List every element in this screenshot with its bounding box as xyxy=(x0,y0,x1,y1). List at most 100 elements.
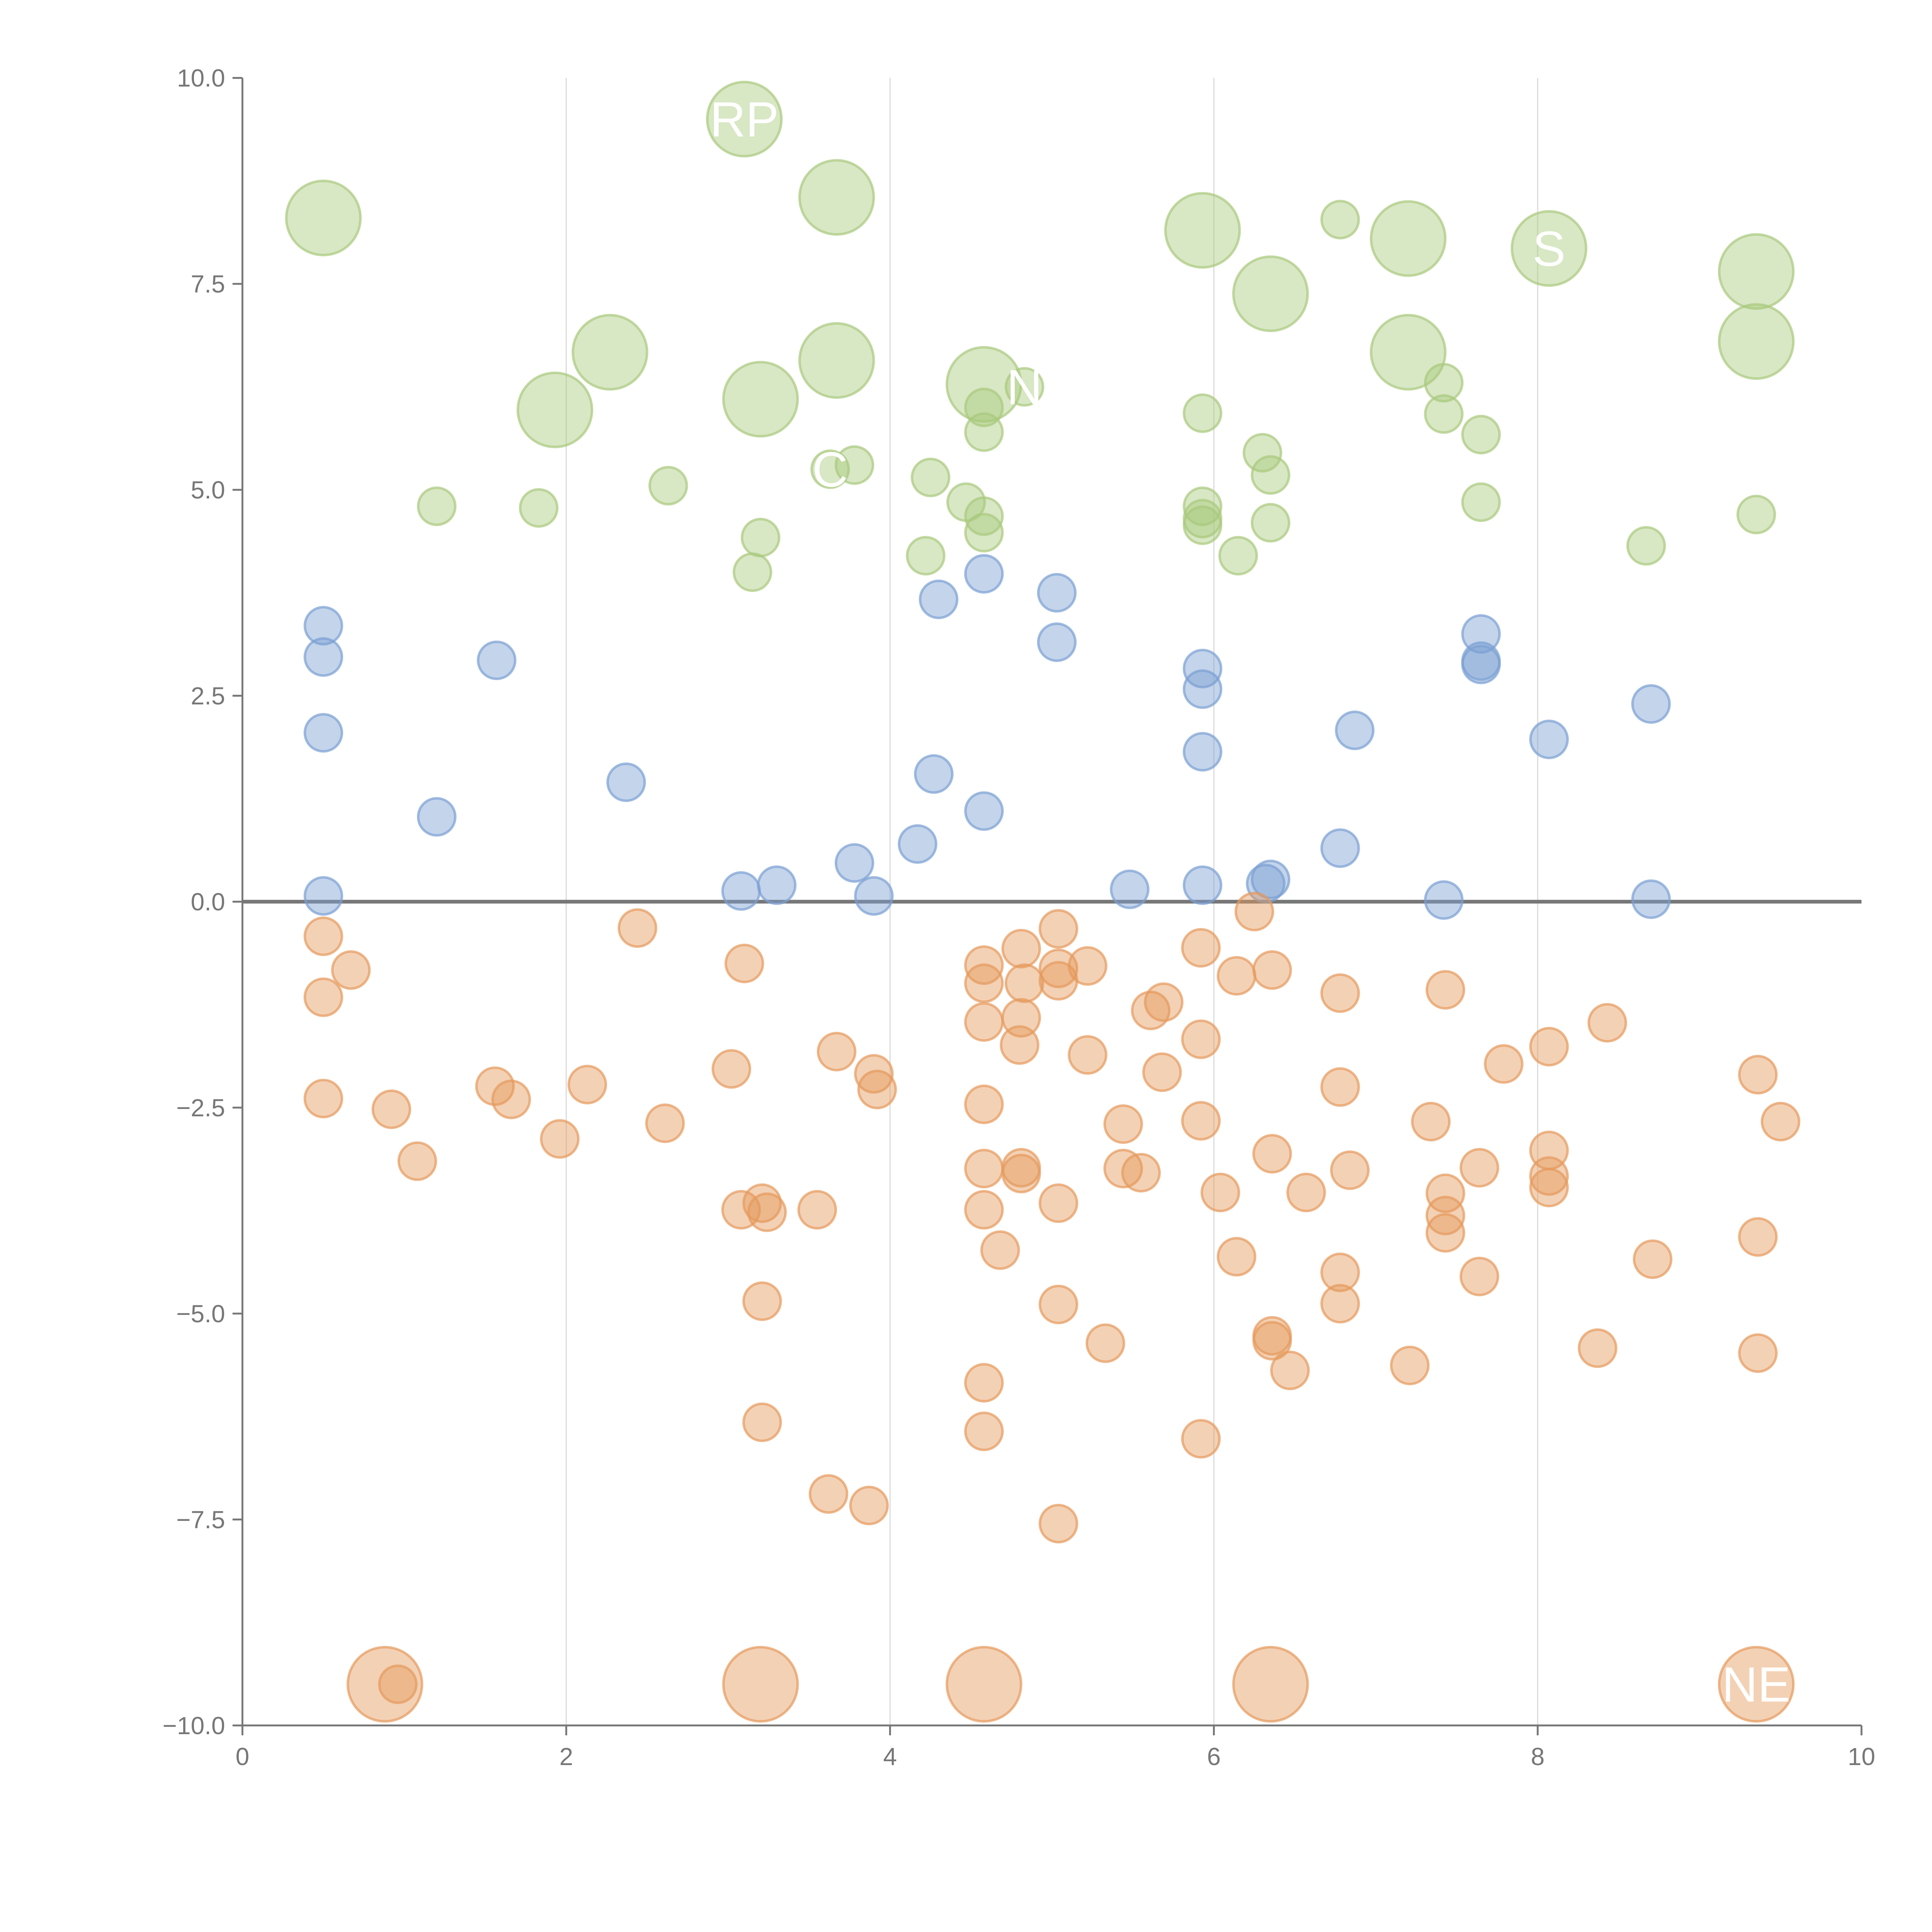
orange-data-point xyxy=(1121,1153,1161,1193)
green-data-point xyxy=(835,445,874,485)
blue-data-point xyxy=(303,876,344,916)
green-data-point xyxy=(1736,495,1776,534)
y-tick-label: 10.0 xyxy=(177,64,225,92)
orange-data-point xyxy=(857,1070,897,1109)
orange-data-point xyxy=(378,1664,418,1704)
x-tick-label: 4 xyxy=(883,1743,897,1770)
blue-data-point xyxy=(1461,645,1501,684)
blue-data-point xyxy=(757,865,797,905)
orange-data-point xyxy=(1039,1284,1078,1325)
orange-data-point xyxy=(1252,950,1292,990)
orange-data-point xyxy=(1181,1419,1221,1459)
orange-data-point xyxy=(1459,1148,1499,1188)
orange-data-point xyxy=(1578,1328,1617,1368)
orange-data-point xyxy=(645,1103,685,1143)
bubble-label: S xyxy=(1532,221,1565,277)
blue-data-point xyxy=(1037,622,1077,662)
orange-data-point xyxy=(1005,963,1044,1003)
green-data-point xyxy=(1370,314,1447,391)
green-data-point xyxy=(1718,303,1795,380)
orange-data-point xyxy=(1068,946,1107,986)
orange-data-point xyxy=(1103,1104,1143,1144)
green-data-point xyxy=(648,466,688,506)
green-data-point xyxy=(1370,200,1447,277)
y-tick-label: −5.0 xyxy=(176,1300,225,1328)
orange-data-point xyxy=(1144,982,1184,1022)
blue-data-point xyxy=(914,754,954,794)
blue-data-point xyxy=(1461,614,1501,654)
orange-data-point xyxy=(1390,1345,1430,1386)
blue-data-point xyxy=(1631,684,1671,724)
green-data-point xyxy=(798,159,875,236)
orange-data-point xyxy=(540,1119,580,1159)
blue-data-point xyxy=(303,713,344,753)
bubble-label: C xyxy=(812,442,848,497)
orange-data-point xyxy=(1216,956,1257,996)
green-data-point xyxy=(706,81,783,158)
orange-data-point xyxy=(303,977,344,1017)
data-points xyxy=(285,81,1801,1723)
green-data-point xyxy=(798,322,875,399)
orange-data-point xyxy=(1232,1646,1309,1723)
blue-data-point xyxy=(918,579,959,619)
green-data-point xyxy=(1242,433,1282,473)
orange-data-point xyxy=(331,950,371,990)
orange-data-point xyxy=(397,1141,437,1181)
orange-data-point xyxy=(1039,909,1078,949)
blue-data-point xyxy=(1424,880,1464,920)
green-data-point xyxy=(285,179,362,257)
orange-data-point xyxy=(1738,1333,1778,1373)
green-data-point xyxy=(741,518,781,558)
green-data-point xyxy=(516,371,594,449)
orange-data-point xyxy=(964,1412,1004,1451)
orange-data-point xyxy=(1235,891,1274,932)
green-data-point xyxy=(1164,192,1241,269)
bubble-label: NE xyxy=(1722,1657,1791,1713)
orange-data-point xyxy=(617,908,658,948)
green-data-point xyxy=(964,412,1004,452)
green-data-point xyxy=(1232,255,1309,332)
orange-data-point xyxy=(1738,1217,1778,1257)
green-data-point xyxy=(1250,503,1291,543)
orange-data-point xyxy=(722,1646,799,1723)
orange-data-point xyxy=(475,1066,515,1106)
orange-data-point xyxy=(303,916,344,956)
blue-data-point xyxy=(1182,649,1223,689)
orange-data-point xyxy=(1252,1134,1292,1174)
blue-data-point xyxy=(1037,573,1077,613)
green-data-point xyxy=(906,536,946,576)
green-data-point xyxy=(733,552,772,592)
orange-data-point xyxy=(1529,1027,1569,1066)
green-data-point xyxy=(810,449,850,489)
orange-data-point xyxy=(1330,1150,1370,1190)
blue-data-point xyxy=(1250,859,1291,900)
orange-data-point xyxy=(1181,1019,1221,1059)
blue-data-point xyxy=(1182,732,1223,772)
blue-data-point xyxy=(898,824,937,864)
blue-data-point xyxy=(1182,865,1223,905)
green-data-point xyxy=(1461,482,1501,522)
orange-data-point xyxy=(964,1190,1004,1230)
blue-data-point xyxy=(606,762,646,802)
orange-data-point xyxy=(1039,1503,1078,1544)
orange-data-point xyxy=(1425,1213,1465,1253)
orange-data-point xyxy=(1320,1284,1360,1324)
blue-data-point xyxy=(1110,869,1150,909)
orange-data-point xyxy=(742,1281,782,1321)
orange-data-point xyxy=(1738,1055,1778,1095)
blue-data-point xyxy=(1335,710,1375,750)
blue-data-point xyxy=(854,876,894,916)
orange-data-point xyxy=(1425,1173,1465,1213)
orange-data-point xyxy=(1320,1067,1360,1107)
blue-data-point xyxy=(964,791,1004,831)
blue-data-point xyxy=(835,843,874,883)
orange-data-point xyxy=(964,1084,1004,1124)
y-tick-label: 2.5 xyxy=(191,682,225,710)
orange-data-point xyxy=(1068,1035,1107,1075)
orange-data-point xyxy=(567,1065,607,1105)
orange-data-point xyxy=(1529,1156,1569,1196)
x-tick-label: 6 xyxy=(1207,1743,1221,1770)
green-data-point xyxy=(964,496,1004,536)
orange-data-point xyxy=(1001,929,1041,969)
green-data-point xyxy=(571,314,648,391)
